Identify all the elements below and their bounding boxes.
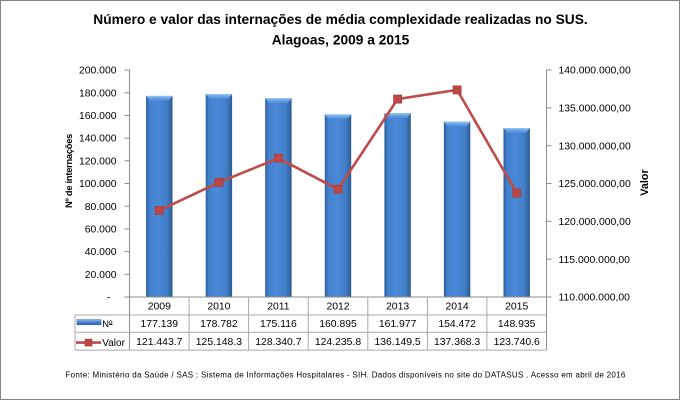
- svg-text:115.000.000,00: 115.000.000,00: [559, 255, 631, 266]
- svg-text:140.000.000,00: 140.000.000,00: [559, 66, 631, 77]
- svg-text:2013: 2013: [386, 301, 409, 312]
- svg-text:200.000: 200.000: [79, 66, 117, 77]
- svg-text:175.116: 175.116: [260, 319, 297, 330]
- svg-text:2009: 2009: [148, 301, 171, 312]
- svg-text:100.000: 100.000: [79, 179, 117, 190]
- svg-text:60.000: 60.000: [85, 225, 117, 236]
- svg-text:20.000: 20.000: [85, 270, 117, 281]
- svg-text:80.000: 80.000: [85, 202, 117, 213]
- svg-text:135.000.000,00: 135.000.000,00: [559, 103, 631, 114]
- svg-text:2015: 2015: [505, 301, 528, 312]
- svg-text:40.000: 40.000: [85, 247, 117, 258]
- svg-text:2014: 2014: [446, 301, 469, 312]
- svg-text:125.000.000,00: 125.000.000,00: [559, 179, 631, 190]
- svg-text:148.935: 148.935: [498, 319, 536, 330]
- svg-text:160.000: 160.000: [79, 111, 117, 122]
- svg-text:128.340.7: 128.340.7: [255, 337, 301, 348]
- svg-text:154.472: 154.472: [438, 319, 476, 330]
- svg-text:140.000: 140.000: [79, 134, 117, 145]
- svg-text:2010: 2010: [207, 301, 230, 312]
- svg-text:Valor: Valor: [102, 338, 125, 349]
- svg-text:125.148.3: 125.148.3: [196, 337, 242, 348]
- svg-text:2011: 2011: [267, 301, 290, 312]
- svg-text:178.782: 178.782: [200, 319, 238, 330]
- svg-text:177.139: 177.139: [141, 319, 179, 330]
- svg-text:Alagoas, 2009 a 2015: Alagoas, 2009 a 2015: [272, 32, 410, 47]
- svg-text:120.000: 120.000: [79, 156, 117, 167]
- svg-text:Nº: Nº: [102, 319, 113, 329]
- svg-text:Fonte: Ministério da Saúde /: Fonte: Ministério da Saúde / SAS : Siste…: [66, 370, 626, 379]
- svg-text:Número e valor das internações: Número e valor das internações de média …: [93, 12, 587, 27]
- svg-text:123.740.6: 123.740.6: [494, 337, 540, 348]
- svg-text:137.368.3: 137.368.3: [434, 337, 480, 348]
- svg-text:Nº de internações: Nº de internações: [64, 134, 74, 208]
- svg-text:161.977: 161.977: [379, 319, 417, 330]
- svg-text:121.443.7: 121.443.7: [136, 337, 182, 348]
- svg-text:2012: 2012: [326, 301, 349, 312]
- svg-text:110.000.000,00: 110.000.000,00: [559, 293, 631, 304]
- svg-text:160.895: 160.895: [319, 319, 357, 330]
- svg-text:120.000.000,00: 120.000.000,00: [559, 217, 631, 228]
- svg-text:124.235.8: 124.235.8: [315, 337, 361, 348]
- svg-text:180.000: 180.000: [79, 88, 117, 99]
- svg-text:Valor: Valor: [639, 169, 651, 196]
- svg-text:136.149.5: 136.149.5: [374, 337, 420, 348]
- svg-text:-: -: [107, 293, 110, 304]
- svg-text:130.000.000,00: 130.000.000,00: [559, 141, 631, 152]
